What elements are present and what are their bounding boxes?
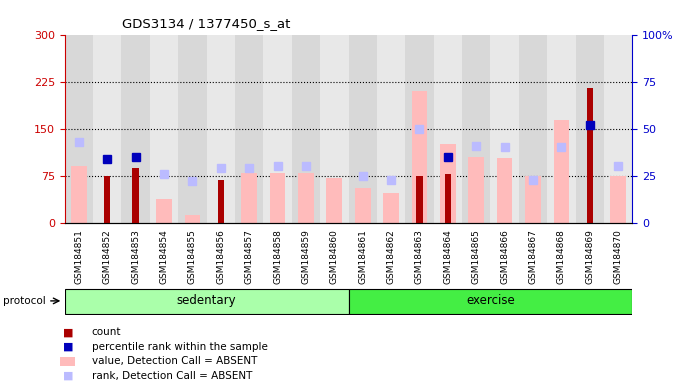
Text: ■: ■ bbox=[63, 342, 73, 352]
Bar bbox=[519, 35, 547, 223]
Bar bbox=[104, 176, 110, 223]
Bar bbox=[93, 35, 121, 223]
Bar bbox=[71, 166, 86, 223]
Bar bbox=[416, 176, 422, 223]
Bar bbox=[355, 188, 371, 223]
Bar bbox=[235, 35, 263, 223]
Bar bbox=[270, 172, 286, 223]
Bar bbox=[241, 172, 257, 223]
Bar bbox=[405, 35, 434, 223]
Bar bbox=[462, 35, 490, 223]
Bar bbox=[490, 35, 519, 223]
Bar bbox=[348, 35, 377, 223]
Bar bbox=[587, 88, 593, 223]
Bar bbox=[384, 193, 399, 223]
FancyBboxPatch shape bbox=[65, 290, 348, 313]
Bar bbox=[133, 167, 139, 223]
Bar bbox=[156, 199, 172, 223]
Bar bbox=[263, 35, 292, 223]
Bar bbox=[611, 176, 626, 223]
Bar bbox=[218, 180, 224, 223]
Bar bbox=[121, 35, 150, 223]
Text: count: count bbox=[92, 327, 121, 337]
Bar bbox=[575, 35, 604, 223]
Bar bbox=[320, 35, 348, 223]
Bar bbox=[554, 121, 569, 223]
FancyBboxPatch shape bbox=[348, 290, 632, 313]
Bar bbox=[207, 35, 235, 223]
Bar bbox=[469, 157, 484, 223]
Bar bbox=[525, 176, 541, 223]
Bar bbox=[184, 215, 200, 223]
Bar bbox=[547, 35, 575, 223]
Bar bbox=[440, 144, 456, 223]
Bar bbox=[65, 35, 93, 223]
Bar bbox=[150, 35, 178, 223]
Bar bbox=[604, 35, 632, 223]
Bar bbox=[411, 91, 427, 223]
Bar bbox=[377, 35, 405, 223]
Text: value, Detection Call = ABSENT: value, Detection Call = ABSENT bbox=[92, 356, 257, 366]
Text: rank, Detection Call = ABSENT: rank, Detection Call = ABSENT bbox=[92, 371, 252, 381]
Bar bbox=[178, 35, 207, 223]
Text: percentile rank within the sample: percentile rank within the sample bbox=[92, 342, 268, 352]
Text: exercise: exercise bbox=[466, 295, 515, 308]
Bar bbox=[292, 35, 320, 223]
Text: ■: ■ bbox=[63, 371, 73, 381]
Bar bbox=[497, 158, 513, 223]
Bar bbox=[434, 35, 462, 223]
Text: protocol: protocol bbox=[3, 296, 46, 306]
Text: sedentary: sedentary bbox=[177, 295, 237, 308]
Bar bbox=[298, 172, 313, 223]
Text: ■: ■ bbox=[63, 327, 73, 337]
Text: GDS3134 / 1377450_s_at: GDS3134 / 1377450_s_at bbox=[122, 17, 291, 30]
Bar bbox=[326, 177, 342, 223]
Bar bbox=[445, 174, 451, 223]
